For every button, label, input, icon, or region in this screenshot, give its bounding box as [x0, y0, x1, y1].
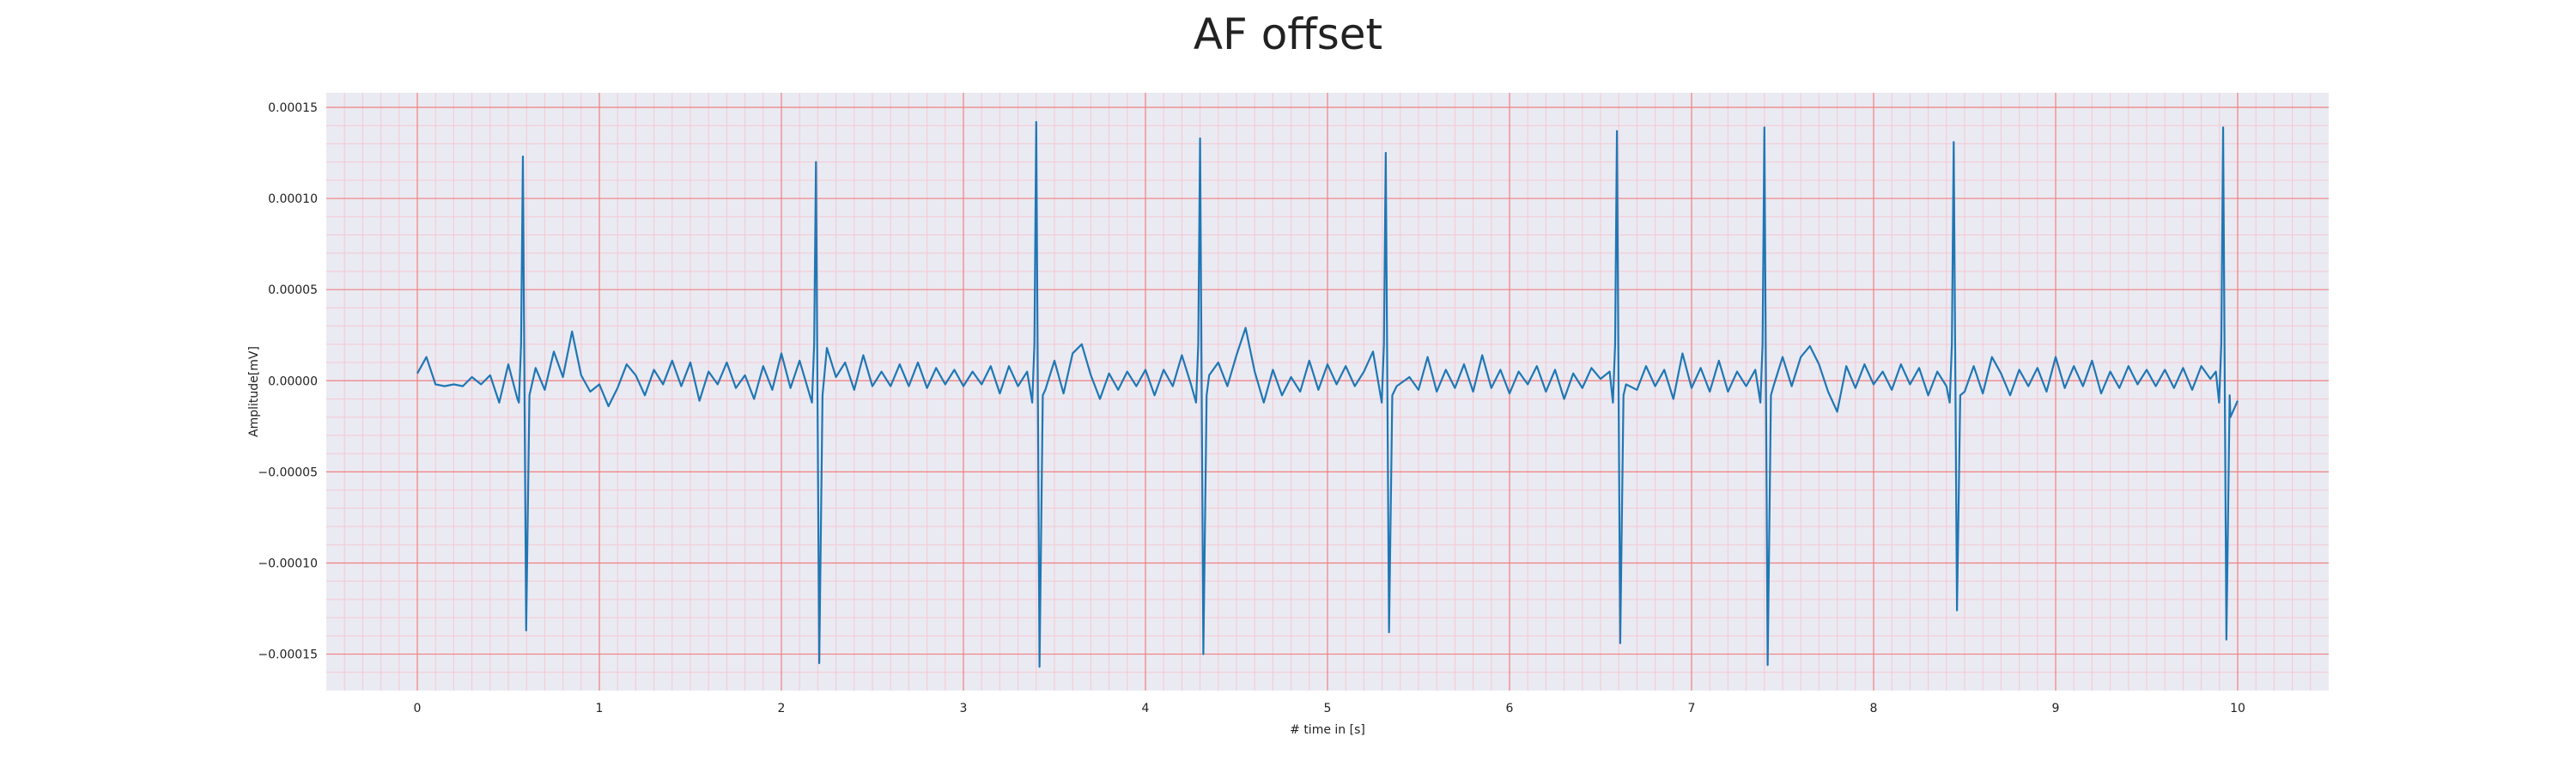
x-tick-label: 8	[1870, 702, 1878, 715]
y-tick-labels: 0.00015 0.00010 0.00005 0.00000 −0.00005 −0.0…	[258, 101, 318, 662]
y-tick-label: 0.00000	[268, 374, 318, 388]
x-tick-label: 1	[596, 702, 604, 715]
y-axis-label: Amplitude[mV]	[247, 346, 261, 437]
x-axis-label: # time in [s]	[1290, 723, 1365, 737]
chart-title: AF offset	[1193, 9, 1383, 59]
y-tick-label: 0.00015	[268, 101, 318, 115]
ecg-series-line	[416, 120, 2239, 668]
x-tick-label: 2	[778, 702, 786, 715]
y-tick-label: −0.00010	[258, 557, 318, 570]
y-tick-label: 0.00010	[268, 192, 318, 206]
y-tick-label: −0.00005	[258, 466, 318, 479]
major-grid	[326, 93, 2329, 691]
series-layer	[416, 120, 2239, 668]
x-tick-label: 4	[1142, 702, 1150, 715]
x-tick-label: 7	[1688, 702, 1696, 715]
x-tick-label: 0	[414, 702, 422, 715]
x-tick-label: 3	[960, 702, 968, 715]
x-tick-labels: 0 1 2 3 4 5 6 7 8 9 10	[414, 702, 2245, 715]
x-tick-label: 5	[1324, 702, 1332, 715]
x-tick-label: 6	[1506, 702, 1514, 715]
y-tick-label: 0.00005	[268, 283, 318, 297]
x-tick-label: 9	[2052, 702, 2060, 715]
y-tick-label: −0.00015	[258, 648, 318, 662]
x-tick-label: 10	[2230, 702, 2245, 715]
